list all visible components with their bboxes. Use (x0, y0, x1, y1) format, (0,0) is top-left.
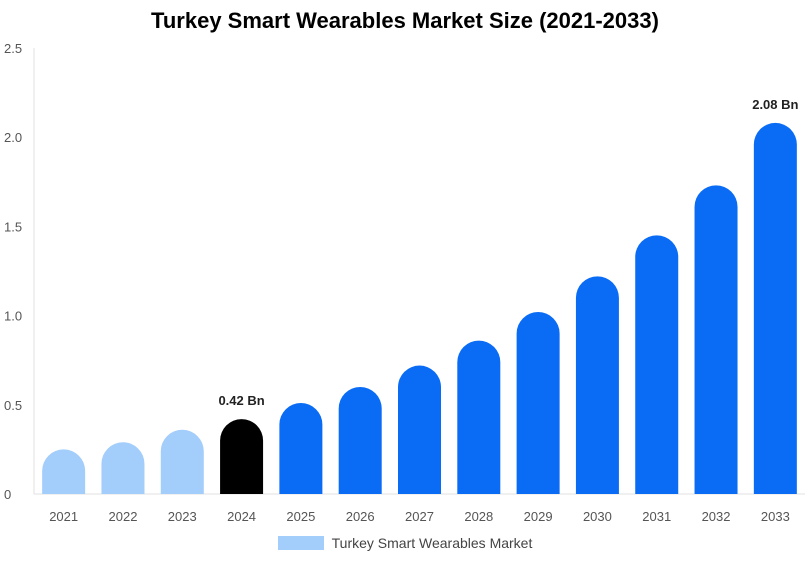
legend-swatch (277, 536, 324, 550)
bar-2027 (398, 365, 441, 494)
y-tick-label: 1.5 (4, 219, 22, 234)
bar-2021 (42, 449, 86, 494)
bar-2030 (575, 276, 619, 494)
legend: Turkey Smart Wearables Market (0, 535, 810, 551)
bar-2023 (160, 429, 204, 494)
x-tick-label: 2022 (109, 509, 138, 524)
bar-2024 (220, 419, 264, 494)
bar-2029 (516, 312, 560, 494)
y-tick-label: 2.5 (4, 41, 22, 56)
data-label-2024: 0.42 Bn (218, 393, 264, 408)
y-tick-label: 2.0 (4, 130, 22, 145)
data-label-2033: 2.08 Bn (752, 97, 798, 112)
bar-2022 (101, 442, 145, 494)
x-tick-label: 2023 (168, 509, 197, 524)
chart-title: Turkey Smart Wearables Market Size (2021… (151, 8, 659, 33)
x-tick-label: 2031 (642, 509, 671, 524)
x-tick-label: 2029 (524, 509, 553, 524)
x-tick-label: 2021 (49, 509, 78, 524)
bar-2033 (753, 122, 797, 495)
bar-2028 (457, 340, 501, 494)
x-tick-label: 2030 (583, 509, 612, 524)
legend-label: Turkey Smart Wearables Market (331, 535, 533, 551)
y-tick-label: 0.5 (4, 398, 22, 413)
bar-2026 (338, 386, 382, 494)
bar-2025 (279, 403, 323, 494)
y-tick-label: 1.0 (4, 309, 22, 324)
bar-chart: 0 0.5 1.0 1.5 2.0 2.5 2021 2022 2023 2024 0.42 Bn 2… (4, 41, 805, 524)
x-tick-label: 2027 (405, 509, 434, 524)
bar-2032 (694, 185, 738, 495)
x-tick-label: 2024 (227, 509, 256, 524)
bar-2031 (635, 235, 679, 495)
x-tick-label: 2028 (464, 509, 493, 524)
x-tick-label: 2032 (702, 509, 731, 524)
y-tick-label: 0 (4, 487, 11, 502)
x-tick-label: 2026 (346, 509, 375, 524)
x-tick-label: 2025 (286, 509, 315, 524)
x-tick-label: 2033 (761, 509, 790, 524)
